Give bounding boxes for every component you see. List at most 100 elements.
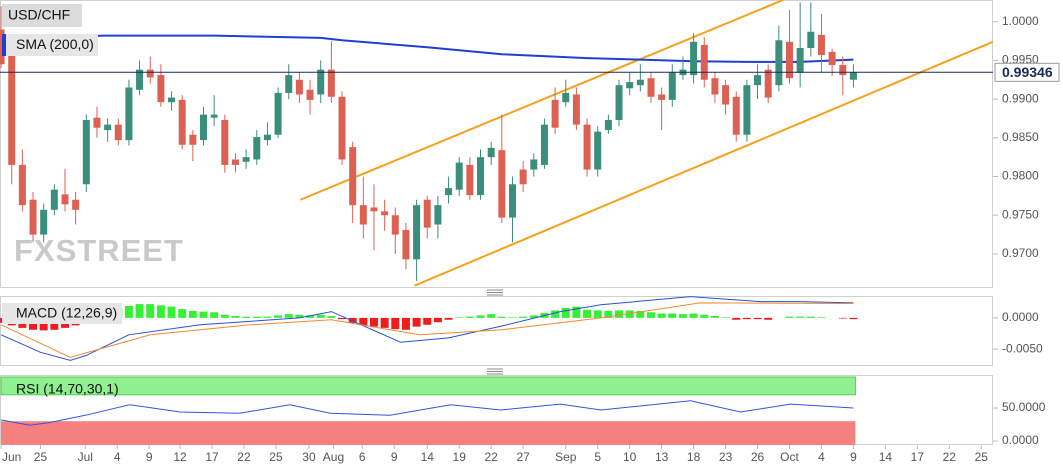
main-panel	[0, 0, 993, 288]
sma-line	[1, 34, 854, 63]
candle-body	[274, 92, 282, 135]
candle-body	[189, 134, 197, 145]
candle-body	[647, 78, 655, 97]
rsi-line	[1, 400, 854, 426]
candle-body	[690, 41, 698, 76]
candle-body	[807, 31, 815, 48]
histogram-bar	[444, 317, 453, 320]
histogram-bar	[199, 311, 208, 318]
x-tick-label: 4	[818, 450, 825, 464]
candle-body	[413, 205, 421, 260]
candle-body	[764, 69, 772, 98]
candle-body	[594, 131, 602, 170]
candle-body	[540, 124, 548, 165]
candle-body	[114, 124, 122, 141]
histogram-bar	[796, 316, 805, 318]
histogram-bar	[487, 314, 496, 318]
histogram-bar	[615, 310, 624, 318]
x-tick-label: 22	[237, 450, 251, 464]
x-tick-label: 4	[114, 450, 121, 464]
candle-body	[61, 194, 69, 205]
candle-body	[168, 97, 176, 103]
histogram-bar	[678, 314, 687, 318]
histogram-bar	[668, 313, 677, 318]
histogram-bar	[657, 313, 666, 318]
histogram-bar	[497, 316, 506, 318]
candle-body	[423, 199, 431, 228]
histogram-bar	[252, 316, 261, 318]
candle-body	[434, 205, 442, 225]
x-tick-label: Oct	[780, 450, 799, 464]
candle-body	[732, 96, 740, 135]
candle-body	[210, 114, 218, 118]
histogram-bar	[593, 310, 602, 318]
y-tick-label: 0.0000	[1002, 310, 1039, 324]
histogram-bar	[806, 316, 815, 318]
trend-line	[300, 0, 784, 201]
candle-body	[82, 120, 90, 185]
histogram-bar	[359, 317, 368, 326]
candle-body	[136, 69, 144, 90]
candle-body	[477, 157, 485, 196]
macd-line	[0, 296, 854, 361]
histogram-bar	[412, 317, 421, 327]
candle-body	[253, 137, 261, 160]
candle-body	[146, 69, 154, 78]
title-box	[2, 4, 82, 27]
x-tick-label: 25	[34, 450, 48, 464]
candle-body	[839, 65, 847, 76]
candle-body	[317, 69, 325, 95]
histogram-bar	[465, 316, 474, 318]
x-tick-label: 19	[453, 450, 467, 464]
histogram-bar	[433, 317, 442, 323]
histogram-bar	[391, 317, 400, 330]
x-tick-label: 14	[879, 450, 893, 464]
candle-body	[72, 199, 80, 210]
chart-title: USD/CHF	[8, 7, 70, 23]
y-tick-label: 0.0000	[1002, 433, 1039, 447]
y-tick-label: 50.0000	[1002, 400, 1046, 414]
candle-body	[498, 150, 506, 218]
histogram-bar	[210, 312, 219, 318]
candle-body	[104, 124, 112, 131]
candle-body	[849, 72, 857, 80]
x-tick-label: 22	[484, 450, 498, 464]
title-box	[2, 303, 122, 324]
candle-body	[40, 209, 48, 235]
histogram-bar	[178, 309, 187, 318]
histogram-bar	[146, 304, 155, 318]
candle-body	[828, 51, 836, 66]
candle-body	[583, 124, 591, 170]
candle-body	[615, 85, 623, 120]
candle-body	[178, 99, 186, 145]
y-tick-label: 0.9800	[1002, 169, 1039, 183]
x-tick-label: Jul	[78, 450, 93, 464]
splitter[interactable]	[487, 289, 503, 296]
x-tick-label: 17	[205, 450, 219, 464]
legend-box	[2, 34, 98, 56]
trend-line	[414, 40, 993, 287]
candle-body	[125, 87, 133, 141]
y-tick-label: 0.9700	[1002, 246, 1039, 260]
histogram-bar	[636, 311, 645, 318]
candle-body	[551, 99, 559, 128]
histogram-bar	[561, 307, 570, 318]
candle-body	[285, 75, 293, 93]
histogram-bar	[646, 312, 655, 318]
candle-body	[221, 120, 229, 165]
candle-body	[455, 162, 463, 190]
histogram-bar	[242, 316, 251, 318]
candle-body	[754, 75, 762, 86]
histogram-bar	[519, 316, 528, 318]
histogram-bar	[838, 317, 847, 319]
y-tick-label: 0.9750	[1002, 207, 1039, 221]
x-tick-label: 5	[594, 450, 601, 464]
candle-body	[231, 159, 239, 165]
candle-body	[338, 96, 346, 160]
x-tick-label: 14	[421, 450, 435, 464]
splitter[interactable]	[487, 368, 503, 375]
x-tick-label: 9	[146, 450, 153, 464]
histogram-bar	[721, 317, 730, 318]
candle-body	[658, 94, 666, 100]
